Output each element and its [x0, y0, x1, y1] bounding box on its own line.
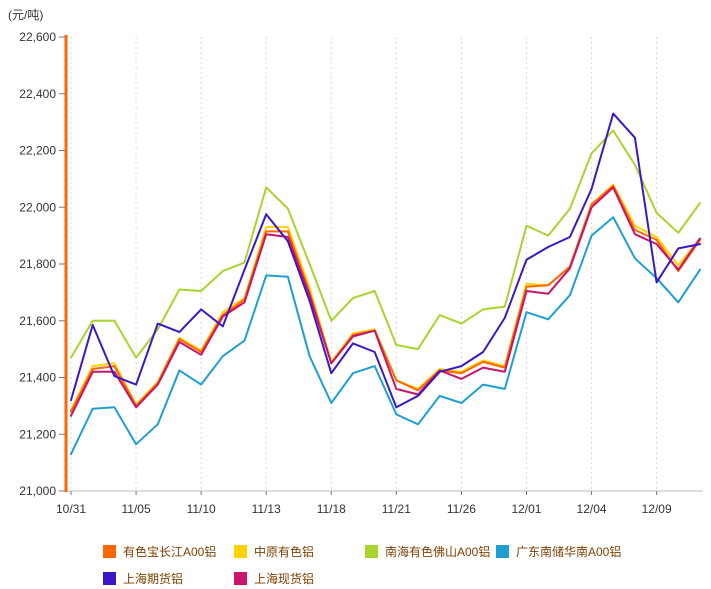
chart-legend: 有色宝长江A00铝 中原有色铝 南海有色佛山A00铝 广东南储华南A00铝 上海期货铝上… — [103, 538, 703, 589]
legend-row: 上海期货铝 上海现货铝 — [103, 565, 703, 589]
legend-swatch — [496, 545, 509, 558]
y-axis-unit-title: (元/吨) — [8, 8, 44, 22]
series-line-上海期货铝 — [70, 112, 701, 409]
series-line-南海有色佛山A00铝 — [70, 129, 701, 359]
y-tick-label: 21,800 — [19, 257, 56, 271]
legend-label: 上海现货铝 — [254, 572, 315, 586]
y-tick-label: 22,000 — [19, 200, 56, 214]
series-line-上海现货铝 — [70, 186, 701, 417]
x-tick-label: 11/13 — [252, 502, 281, 516]
y-tick-label: 22,200 — [19, 144, 56, 158]
legend-item[interactable]: 南海有色佛山A00铝 — [365, 543, 496, 560]
series-line-广东南储华南A00铝 — [70, 216, 701, 456]
legend-item[interactable]: 广东南储华南A00铝 — [496, 543, 621, 560]
legend-label: 上海期货铝 — [123, 572, 184, 586]
x-tick-label: 11/21 — [382, 502, 411, 516]
y-tick-label: 21,400 — [19, 371, 56, 385]
legend-swatch — [103, 545, 116, 558]
series-line-有色宝长江A00铝 — [70, 185, 701, 413]
x-tick-label: 11/18 — [317, 502, 346, 516]
chart-canvas: 22,600 22,400 22,200 22,000 21,800 21,600 21,4… — [19, 30, 703, 516]
y-tick-label: 22,400 — [19, 87, 56, 101]
series-line-中原有色铝 — [70, 183, 701, 412]
legend-label: 广东南储华南A00铝 — [516, 545, 622, 559]
legend-item[interactable]: 中原有色铝 — [234, 543, 365, 560]
legend-swatch — [234, 572, 247, 585]
legend-swatch — [234, 545, 247, 558]
x-tick-label: 11/26 — [447, 502, 476, 516]
legend-label: 中原有色铝 — [254, 545, 315, 559]
x-tick-label: 12/04 — [577, 502, 607, 516]
y-tick-label: 21,200 — [19, 427, 56, 441]
x-tick-label: 12/09 — [642, 502, 672, 516]
legend-label: 有色宝长江A00铝 — [123, 545, 217, 559]
legend-swatch — [103, 572, 116, 585]
legend-item[interactable]: 上海期货铝 — [103, 570, 234, 587]
y-tick-label: 22,600 — [19, 30, 56, 44]
legend-swatch — [365, 545, 378, 558]
legend-row: 有色宝长江A00铝 中原有色铝 南海有色佛山A00铝 广东南储华南A00铝 — [103, 538, 703, 565]
x-tick-label: 12/01 — [511, 502, 541, 516]
x-tick-label: 11/05 — [121, 502, 150, 516]
y-tick-label: 21,600 — [19, 314, 56, 328]
x-tick-label: 10/31 — [56, 502, 86, 516]
y-tick-label: 21,000 — [19, 484, 56, 498]
legend-item[interactable]: 上海现货铝 — [234, 570, 365, 587]
legend-item[interactable]: 有色宝长江A00铝 — [103, 543, 234, 560]
legend-label: 南海有色佛山A00铝 — [385, 545, 491, 559]
x-tick-label: 11/10 — [187, 502, 216, 516]
